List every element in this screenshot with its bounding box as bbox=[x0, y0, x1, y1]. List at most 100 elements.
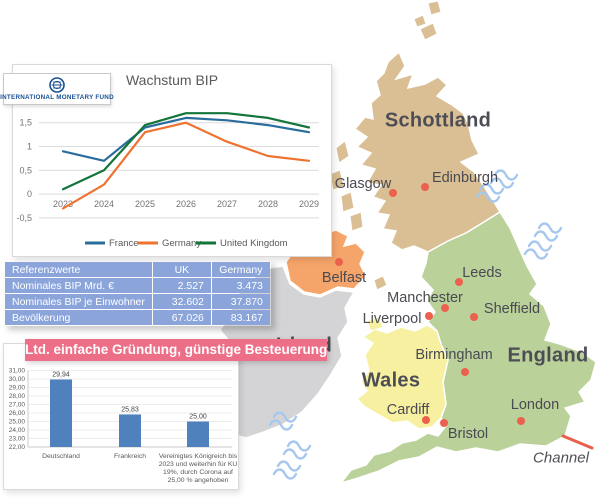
bar-2 bbox=[187, 421, 209, 447]
svg-text:28,00: 28,00 bbox=[9, 393, 26, 400]
bar-value-label: 29,94 bbox=[52, 372, 70, 379]
svg-text:26,00: 26,00 bbox=[9, 410, 26, 417]
legend-label: France bbox=[109, 238, 139, 249]
city-dot-bristol bbox=[440, 419, 448, 427]
city-label-bristol: Bristol bbox=[447, 426, 489, 442]
wave-icon bbox=[523, 240, 553, 260]
table-row: Bevölkerung 67.026 83.167 bbox=[5, 310, 270, 325]
series-line-france bbox=[61, 116, 311, 162]
city-dot-liverpool bbox=[425, 312, 433, 320]
svg-text:22,00: 22,00 bbox=[9, 444, 26, 451]
svg-text:2027: 2027 bbox=[217, 199, 237, 209]
svg-text:2023: 2023 bbox=[53, 199, 73, 209]
series-line-germany bbox=[61, 121, 311, 210]
bar-category-label: Frankreich bbox=[114, 453, 146, 460]
svg-text:23,00: 23,00 bbox=[9, 436, 26, 443]
city-label-cardiff: Cardiff bbox=[386, 402, 430, 418]
table-cell: Bevölkerung bbox=[5, 310, 152, 325]
bar-category-label: Vereinigtes Königreich bis bbox=[159, 453, 238, 460]
table-header-row: Referenzwerte UK Germany bbox=[5, 262, 270, 277]
table-cell: Referenzwerte bbox=[5, 262, 152, 277]
city-label-leeds: Leeds bbox=[462, 265, 502, 281]
svg-text:1,5: 1,5 bbox=[19, 118, 32, 128]
svg-text:30,00: 30,00 bbox=[9, 376, 26, 383]
channel-line bbox=[561, 434, 594, 450]
channel-label: Channel bbox=[533, 449, 589, 467]
svg-text:2029: 2029 bbox=[299, 199, 319, 209]
city-dot-manchester bbox=[441, 304, 449, 312]
table-cell: 3.473 bbox=[211, 278, 270, 293]
city-dot-london bbox=[517, 417, 525, 425]
table-row: Nominales BIP Mrd. €2.527 3.473 bbox=[5, 278, 270, 293]
scotland-islands bbox=[329, 0, 442, 232]
svg-text:-0,5: -0,5 bbox=[16, 213, 32, 223]
city-label-birmingham: Birmingham bbox=[415, 347, 493, 363]
bar-0 bbox=[50, 379, 72, 447]
table-cell: 37.870 bbox=[211, 294, 270, 309]
svg-text:2028: 2028 bbox=[258, 199, 278, 209]
city-dot-glasgow bbox=[389, 189, 397, 197]
table-cell: Nominales BIP je Einwohner bbox=[5, 294, 152, 309]
region-label-schottland: Schottland bbox=[384, 109, 492, 132]
city-dot-sheffield bbox=[470, 313, 478, 321]
svg-text:24,00: 24,00 bbox=[9, 427, 26, 434]
city-label-manchester: Manchester bbox=[387, 290, 463, 306]
city-label-london: London bbox=[510, 397, 560, 413]
table-row: Nominales BIP je Einwohner 32.602 37.870 bbox=[5, 294, 270, 309]
isle-of-man bbox=[373, 275, 388, 291]
wave-icon bbox=[268, 411, 298, 431]
region-scotland bbox=[353, 50, 502, 253]
legend-label: United Kingdom bbox=[220, 238, 288, 249]
table-cell: 2.527 bbox=[152, 278, 211, 293]
svg-text:0: 0 bbox=[27, 189, 32, 199]
table-cell: 83.167 bbox=[211, 310, 270, 325]
imf-logo: INTERNATIONAL MONETARY FUND bbox=[0, 73, 114, 105]
city-dot-edinburgh bbox=[421, 183, 429, 191]
city-dot-leeds bbox=[455, 278, 463, 286]
bar-category-label: 2023 und weiterhin für KU bbox=[159, 461, 238, 468]
city-label-glasgow: Glasgow bbox=[334, 176, 392, 192]
water-wave-icons bbox=[268, 169, 563, 480]
city-dot-cardiff bbox=[422, 416, 430, 424]
wave-icon bbox=[533, 222, 563, 242]
reference-values-table: Referenzwerte UK Germany Nominales BIP Mrd.… bbox=[4, 261, 271, 326]
city-label-edinburgh: Edinburgh bbox=[431, 170, 499, 186]
table-cell: Germany bbox=[211, 262, 270, 277]
bar-value-label: 25,83 bbox=[121, 406, 139, 413]
svg-text:2025: 2025 bbox=[135, 199, 155, 209]
imf-logo-text: INTERNATIONAL MONETARY FUND bbox=[0, 94, 114, 101]
gdp-line-chart: 1,5 1 0,5 0 -0,5 2023 2024 2025 2026 2027 2028 2029… bbox=[16, 112, 319, 249]
svg-text:2024: 2024 bbox=[94, 199, 114, 209]
bar-value-label: 25,00 bbox=[189, 414, 207, 421]
region-label-wales: Wales bbox=[361, 369, 421, 392]
svg-text:2026: 2026 bbox=[176, 199, 196, 209]
table-cell: 67.026 bbox=[152, 310, 211, 325]
anglesey-island bbox=[366, 316, 384, 332]
legend-label: Germany bbox=[162, 238, 201, 249]
bar-1 bbox=[119, 414, 141, 447]
wave-icon bbox=[475, 183, 505, 203]
bar-category-label: Deutschland bbox=[42, 453, 80, 460]
svg-text:31,00: 31,00 bbox=[9, 368, 26, 375]
city-label-belfast: Belfast bbox=[321, 270, 367, 286]
wave-icon bbox=[489, 169, 519, 189]
region-label-england: England bbox=[507, 344, 589, 367]
table-cell: Nominales BIP Mrd. € bbox=[5, 278, 152, 293]
city-label-liverpool: Liverpool bbox=[362, 311, 422, 327]
svg-text:25,00: 25,00 bbox=[9, 419, 26, 426]
region-england bbox=[339, 210, 597, 485]
corporate-tax-bar-chart-panel: 31,00 30,00 29,00 28,00 27,00 26,00 25,00 24,00… bbox=[3, 343, 239, 490]
series-line-united-kingdom bbox=[61, 112, 311, 191]
city-label-sheffield: Sheffield bbox=[483, 301, 541, 317]
svg-text:0,5: 0,5 bbox=[19, 165, 32, 175]
region-wales bbox=[355, 324, 449, 430]
city-dot-belfast bbox=[335, 258, 343, 266]
svg-text:27,00: 27,00 bbox=[9, 402, 26, 409]
bar-category-label: 25,00 % angehoben bbox=[168, 477, 229, 484]
ltd-banner: Ltd. einfache Gründung, günstige Besteue… bbox=[25, 339, 327, 361]
imf-emblem-icon bbox=[49, 77, 65, 93]
wave-icon bbox=[272, 460, 302, 480]
table-cell: UK bbox=[152, 262, 211, 277]
